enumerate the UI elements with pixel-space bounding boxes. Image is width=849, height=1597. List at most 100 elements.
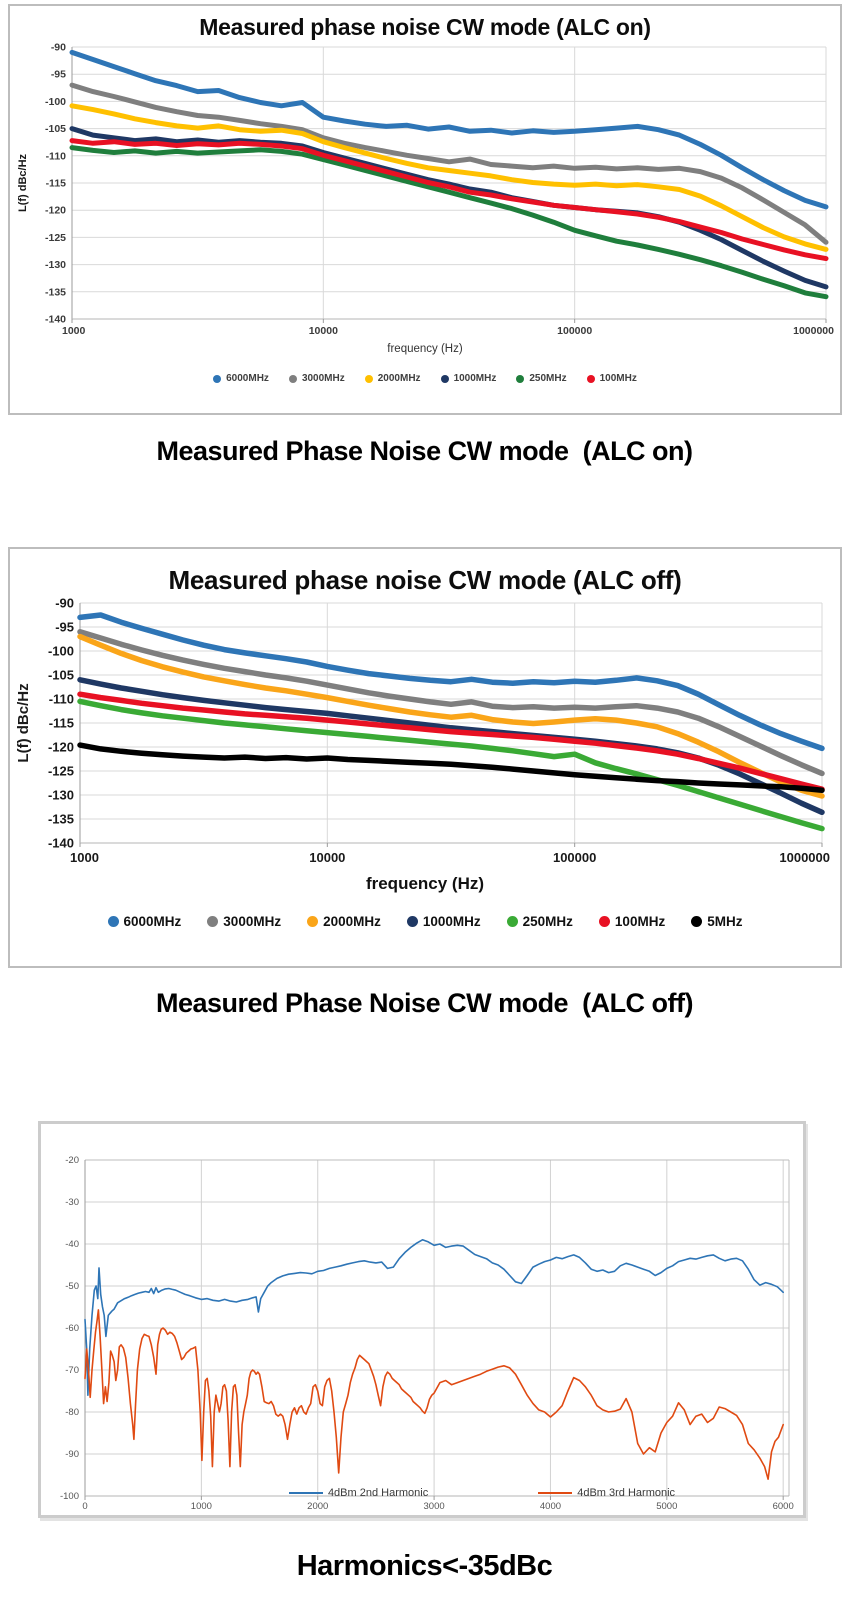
legend-item-3000MHz: 3000MHz [207, 914, 281, 929]
series-100MHz [77, 691, 825, 792]
legend-swatch-icon [598, 916, 610, 927]
legend-swatch-icon [691, 916, 703, 927]
legend-label: 250MHz [529, 373, 567, 384]
y-tick-label: -100 [60, 1491, 79, 1502]
legend-label: 5MHz [707, 914, 743, 929]
legend-item-4dBm 2nd Harmonic: 4dBm 2nd Harmonic [288, 1487, 429, 1499]
y-tick-label: -100 [45, 96, 66, 108]
legend-item-4dBm 3rd Harmonic: 4dBm 3rd Harmonic [538, 1487, 675, 1499]
y-tick-label: -115 [46, 178, 67, 190]
legend-swatch-icon [207, 916, 219, 927]
y-tick-label: -130 [45, 259, 66, 271]
y-tick-label: -95 [51, 69, 66, 81]
chart-title: Measured phase noise CW mode (ALC off) [168, 565, 682, 595]
y-tick-label: -105 [48, 668, 74, 683]
y-tick-label: -110 [46, 150, 67, 162]
y-tick-label: -95 [55, 620, 74, 635]
legend-label: 100MHz [599, 373, 637, 384]
legend-swatch-icon [288, 374, 297, 383]
legend-item-5MHz: 5MHz [691, 914, 742, 929]
legend-swatch-icon [516, 374, 525, 383]
legend: 6000MHz 3000MHz 2000MHz 1000MHz 250MHz 100MHz [10, 373, 840, 384]
y-tick-label: -110 [49, 692, 74, 707]
x-tick-label: 1000 [70, 850, 99, 865]
x-tick-label: 4000 [540, 1501, 561, 1512]
legend-item-6000MHz: 6000MHz [107, 914, 182, 929]
series-2000MHz [69, 103, 829, 252]
plot-area: -90 -95 -100 -105 -110 -115 -120 -125 -130 -135 -1… [17, 42, 834, 338]
y-tick-label: -120 [48, 740, 74, 755]
series-1000MHz [69, 126, 829, 290]
legend-item-1000MHz: 1000MHz [406, 914, 481, 929]
y-tick-label: -70 [65, 1365, 79, 1376]
legend-item-2000MHz: 2000MHz [364, 373, 421, 384]
y-tick-label: -30 [65, 1197, 79, 1208]
x-axis-label: frequency (Hz) [387, 343, 463, 355]
x-tick-label: 1000 [191, 1501, 212, 1512]
legend-label: 4dBm 3rd Harmonic [577, 1487, 676, 1499]
series-3000MHz [77, 629, 825, 777]
y-tick-label: -125 [48, 764, 74, 779]
x-tick-label: 1000000 [793, 325, 834, 337]
legend-swatch-icon [406, 916, 418, 927]
plot-alc-on: -90 -95 -100 -105 -110 -115 -120 -125 -130 -135 -1… [17, 42, 834, 338]
legend: 4dBm 2nd Harmonic 4dBm 3rd Harmonic [161, 1487, 803, 1499]
plot-alc-off: -90 -95 -100 -105 -110 -115 -120 -125 -130 -135 -1… [15, 596, 830, 865]
plot-area: -20 -30 -40 -50 -60 -70 -80 -90 -1000 1000 2000 300… [60, 1155, 794, 1512]
caption-alc-off: Measured Phase Noise CW mode (ALC off) [155, 988, 694, 1018]
series-250MHz [77, 698, 825, 832]
series-4dBm 3rd Harmonic [84, 1309, 784, 1480]
legend-label: 4dBm 2nd Harmonic [327, 1487, 429, 1499]
y-tick-label: -100 [48, 644, 74, 659]
legend-swatch-icon [213, 374, 222, 383]
x-tick-label: 100000 [553, 850, 596, 865]
x-tick-label: 1000000 [779, 850, 830, 865]
series-3000MHz [69, 82, 829, 245]
legend-label: 6000MHz [123, 914, 182, 929]
legend-label: 250MHz [522, 914, 573, 929]
x-tick-label: 100000 [557, 325, 592, 337]
legend-label: 1000MHz [422, 914, 481, 929]
legend-swatch-icon [364, 374, 373, 383]
plot-harmonics: -20 -30 -40 -50 -60 -70 -80 -90 -1000 1000 2000 300… [60, 1155, 794, 1512]
legend-item-250MHz: 250MHz [506, 914, 573, 929]
chart-title: Measured phase noise CW mode (ALC on) [199, 14, 651, 40]
y-tick-label: -105 [45, 123, 66, 135]
series-6000MHz [69, 49, 829, 210]
y-tick-label: -50 [65, 1281, 79, 1292]
legend-swatch-icon [538, 1491, 573, 1495]
plot-area: -90 -95 -100 -105 -110 -115 -120 -125 -130 -135 -1… [15, 596, 830, 865]
caption-alc-on: Measured Phase Noise CW mode (ALC on) [156, 436, 693, 466]
x-tick-label: 5000 [656, 1501, 677, 1512]
series-6000MHz [77, 612, 825, 752]
series-5MHz [77, 742, 825, 793]
x-tick-label: 3000 [424, 1501, 445, 1512]
y-tick-label: -115 [49, 716, 74, 731]
legend-label: 100MHz [614, 914, 666, 929]
y-tick-label: -90 [51, 42, 66, 54]
x-tick-label: 2000 [307, 1501, 328, 1512]
y-tick-label: -140 [45, 314, 66, 326]
x-tick-label: 0 [82, 1501, 87, 1512]
y-tick-label: -20 [65, 1155, 79, 1166]
chart-panel-alc-on: Measured phase noise CW mode (ALC on) -9… [8, 4, 842, 415]
legend-item-100MHz: 100MHz [586, 373, 637, 384]
legend-swatch-icon [440, 374, 449, 383]
x-tick-label: 6000 [773, 1501, 794, 1512]
series-4dBm 2nd Harmonic [84, 1239, 784, 1396]
y-tick-label: -120 [45, 205, 66, 217]
legend-swatch-icon [307, 916, 319, 927]
legend-item-6000MHz: 6000MHz [213, 373, 269, 384]
caption-harmonics: Harmonics<-35dBc [296, 1550, 553, 1582]
chart-panel-alc-off: Measured phase noise CW mode (ALC off) -… [8, 547, 842, 968]
y-tick-label: -60 [65, 1323, 79, 1334]
legend-swatch-icon [506, 916, 518, 927]
legend-label: 1000MHz [453, 373, 497, 384]
legend-label: 2000MHz [377, 373, 421, 384]
y-tick-label: -135 [48, 812, 74, 827]
y-tick-label: -135 [45, 286, 66, 298]
legend-swatch-icon [107, 916, 119, 927]
legend-item-1000MHz: 1000MHz [440, 373, 497, 384]
legend-swatch-icon [288, 1491, 323, 1495]
x-tick-label: 10000 [309, 850, 345, 865]
